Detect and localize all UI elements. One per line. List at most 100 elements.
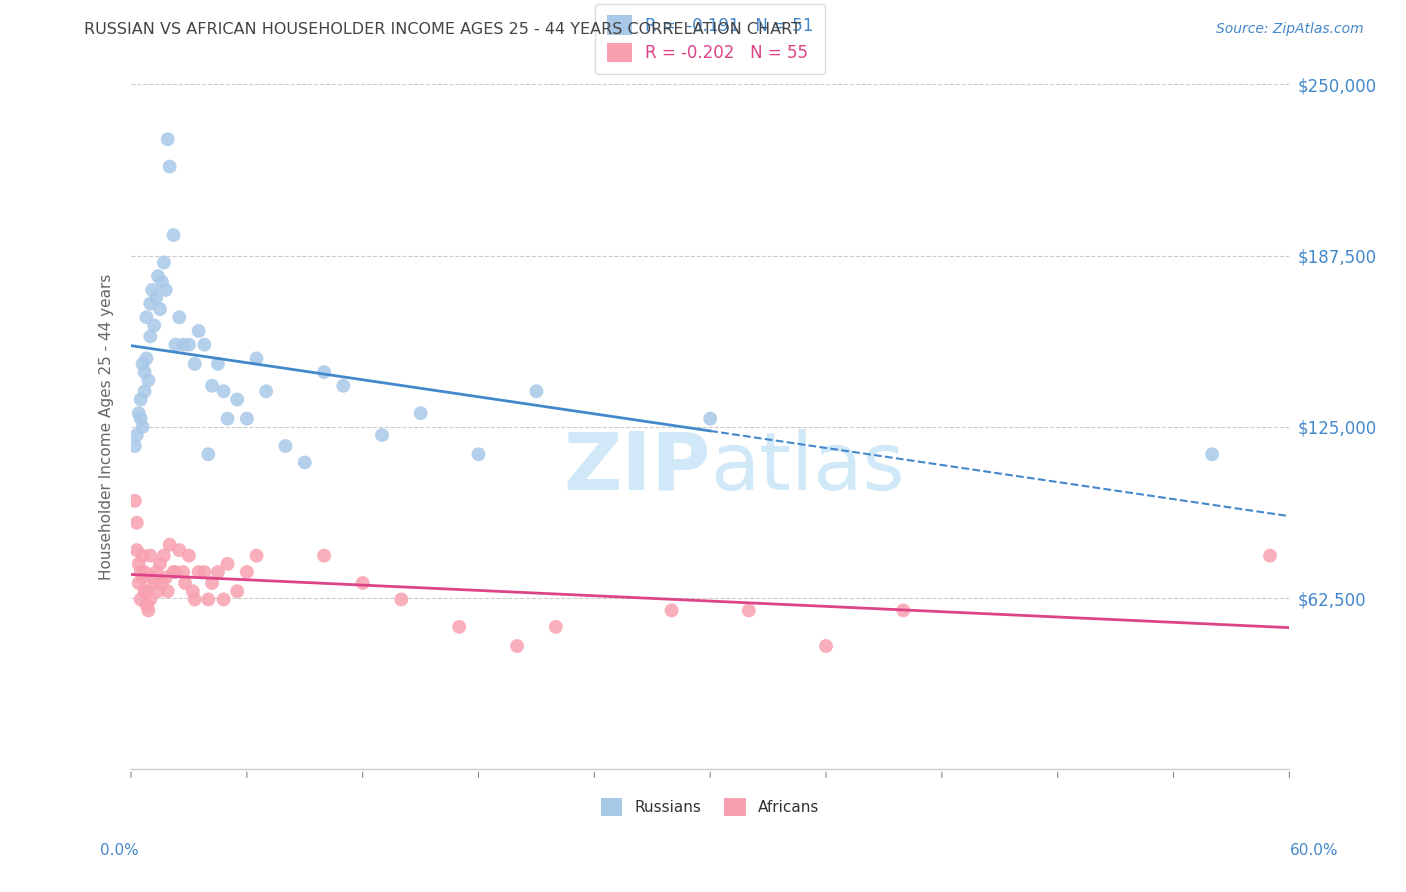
Point xyxy=(143,576,166,591)
Point xyxy=(544,620,567,634)
Point xyxy=(134,365,156,379)
Legend: Russians, Africans: Russians, Africans xyxy=(593,790,827,823)
Text: atlas: atlas xyxy=(710,429,904,507)
Point xyxy=(184,592,207,607)
Point xyxy=(138,373,160,387)
Point xyxy=(156,132,179,146)
Point xyxy=(389,592,412,607)
Point xyxy=(193,565,215,579)
Point xyxy=(409,406,432,420)
Point xyxy=(159,160,181,174)
Point xyxy=(145,291,167,305)
Point xyxy=(169,310,191,325)
Point xyxy=(155,570,177,584)
Point xyxy=(138,603,160,617)
Point xyxy=(174,576,197,591)
Point xyxy=(159,538,181,552)
Point xyxy=(506,639,529,653)
Point xyxy=(212,592,235,607)
Point xyxy=(125,516,148,530)
Point xyxy=(124,439,146,453)
Point xyxy=(207,565,229,579)
Point xyxy=(165,565,187,579)
Point xyxy=(149,301,172,316)
Point xyxy=(129,592,152,607)
Point xyxy=(245,351,267,366)
Point xyxy=(201,576,224,591)
Point xyxy=(1258,549,1281,563)
Point xyxy=(245,549,267,563)
Point xyxy=(181,584,204,599)
Point xyxy=(129,411,152,425)
Text: 60.0%: 60.0% xyxy=(1291,843,1339,858)
Point xyxy=(891,603,914,617)
Point xyxy=(193,337,215,351)
Point xyxy=(177,549,200,563)
Point xyxy=(187,324,209,338)
Point xyxy=(165,337,187,351)
Point xyxy=(146,269,169,284)
Point xyxy=(162,228,184,243)
Text: Source: ZipAtlas.com: Source: ZipAtlas.com xyxy=(1216,22,1364,37)
Point xyxy=(125,428,148,442)
Point xyxy=(124,493,146,508)
Point xyxy=(449,620,471,634)
Point xyxy=(236,565,259,579)
Point xyxy=(294,455,316,469)
Point xyxy=(226,584,249,599)
Point xyxy=(131,570,153,584)
Point xyxy=(128,557,150,571)
Point xyxy=(312,365,335,379)
Point xyxy=(467,447,489,461)
Point xyxy=(135,598,157,612)
Point xyxy=(153,549,176,563)
Point xyxy=(236,411,259,425)
Point xyxy=(135,584,157,599)
Point xyxy=(131,549,153,563)
Point xyxy=(352,576,374,591)
Point xyxy=(143,318,166,333)
Point xyxy=(145,565,167,579)
Point xyxy=(699,411,721,425)
Text: RUSSIAN VS AFRICAN HOUSEHOLDER INCOME AGES 25 - 44 YEARS CORRELATION CHART: RUSSIAN VS AFRICAN HOUSEHOLDER INCOME AG… xyxy=(84,22,801,37)
Point xyxy=(128,406,150,420)
Text: 0.0%: 0.0% xyxy=(100,843,139,858)
Point xyxy=(134,584,156,599)
Point xyxy=(155,283,177,297)
Point xyxy=(661,603,683,617)
Point xyxy=(332,378,354,392)
Point xyxy=(150,275,173,289)
Point xyxy=(162,565,184,579)
Point xyxy=(312,549,335,563)
Point xyxy=(1201,447,1223,461)
Point xyxy=(526,384,548,399)
Point xyxy=(139,329,162,343)
Point xyxy=(184,357,207,371)
Point xyxy=(274,439,297,453)
Point xyxy=(131,420,153,434)
Point xyxy=(139,549,162,563)
Point xyxy=(131,357,153,371)
Point xyxy=(134,565,156,579)
Point xyxy=(135,351,157,366)
Point xyxy=(172,337,194,351)
Y-axis label: Householder Income Ages 25 - 44 years: Householder Income Ages 25 - 44 years xyxy=(100,274,114,580)
Point xyxy=(212,384,235,399)
Point xyxy=(169,543,191,558)
Point xyxy=(156,584,179,599)
Point xyxy=(146,584,169,599)
Point xyxy=(172,565,194,579)
Point xyxy=(153,255,176,269)
Point xyxy=(254,384,277,399)
Point xyxy=(371,428,394,442)
Point xyxy=(207,357,229,371)
Point xyxy=(129,392,152,407)
Point xyxy=(139,296,162,310)
Point xyxy=(128,576,150,591)
Point xyxy=(201,378,224,392)
Point xyxy=(141,283,163,297)
Point xyxy=(135,310,157,325)
Point xyxy=(139,592,162,607)
Text: ZIP: ZIP xyxy=(562,429,710,507)
Point xyxy=(150,576,173,591)
